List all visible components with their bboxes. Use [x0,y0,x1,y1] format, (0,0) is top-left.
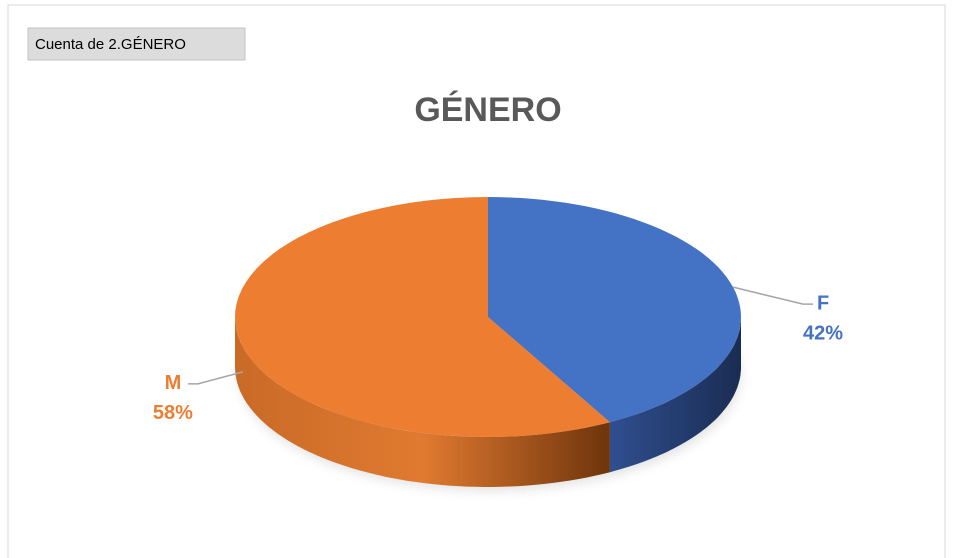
legend-label: F [817,292,829,314]
chart-title: GÉNERO [414,91,561,129]
slice [488,197,741,423]
data-label: 42% [803,322,843,344]
slice-side [235,317,610,487]
data-label: 58% [153,402,193,424]
leader-line [187,371,244,385]
slice-side [609,317,741,473]
field-button[interactable] [27,27,246,61]
leader-line [732,286,814,305]
legend-label: M [165,372,182,394]
field-button-label: Cuenta de 2.GÉNERO [35,36,186,53]
slice [235,197,610,437]
